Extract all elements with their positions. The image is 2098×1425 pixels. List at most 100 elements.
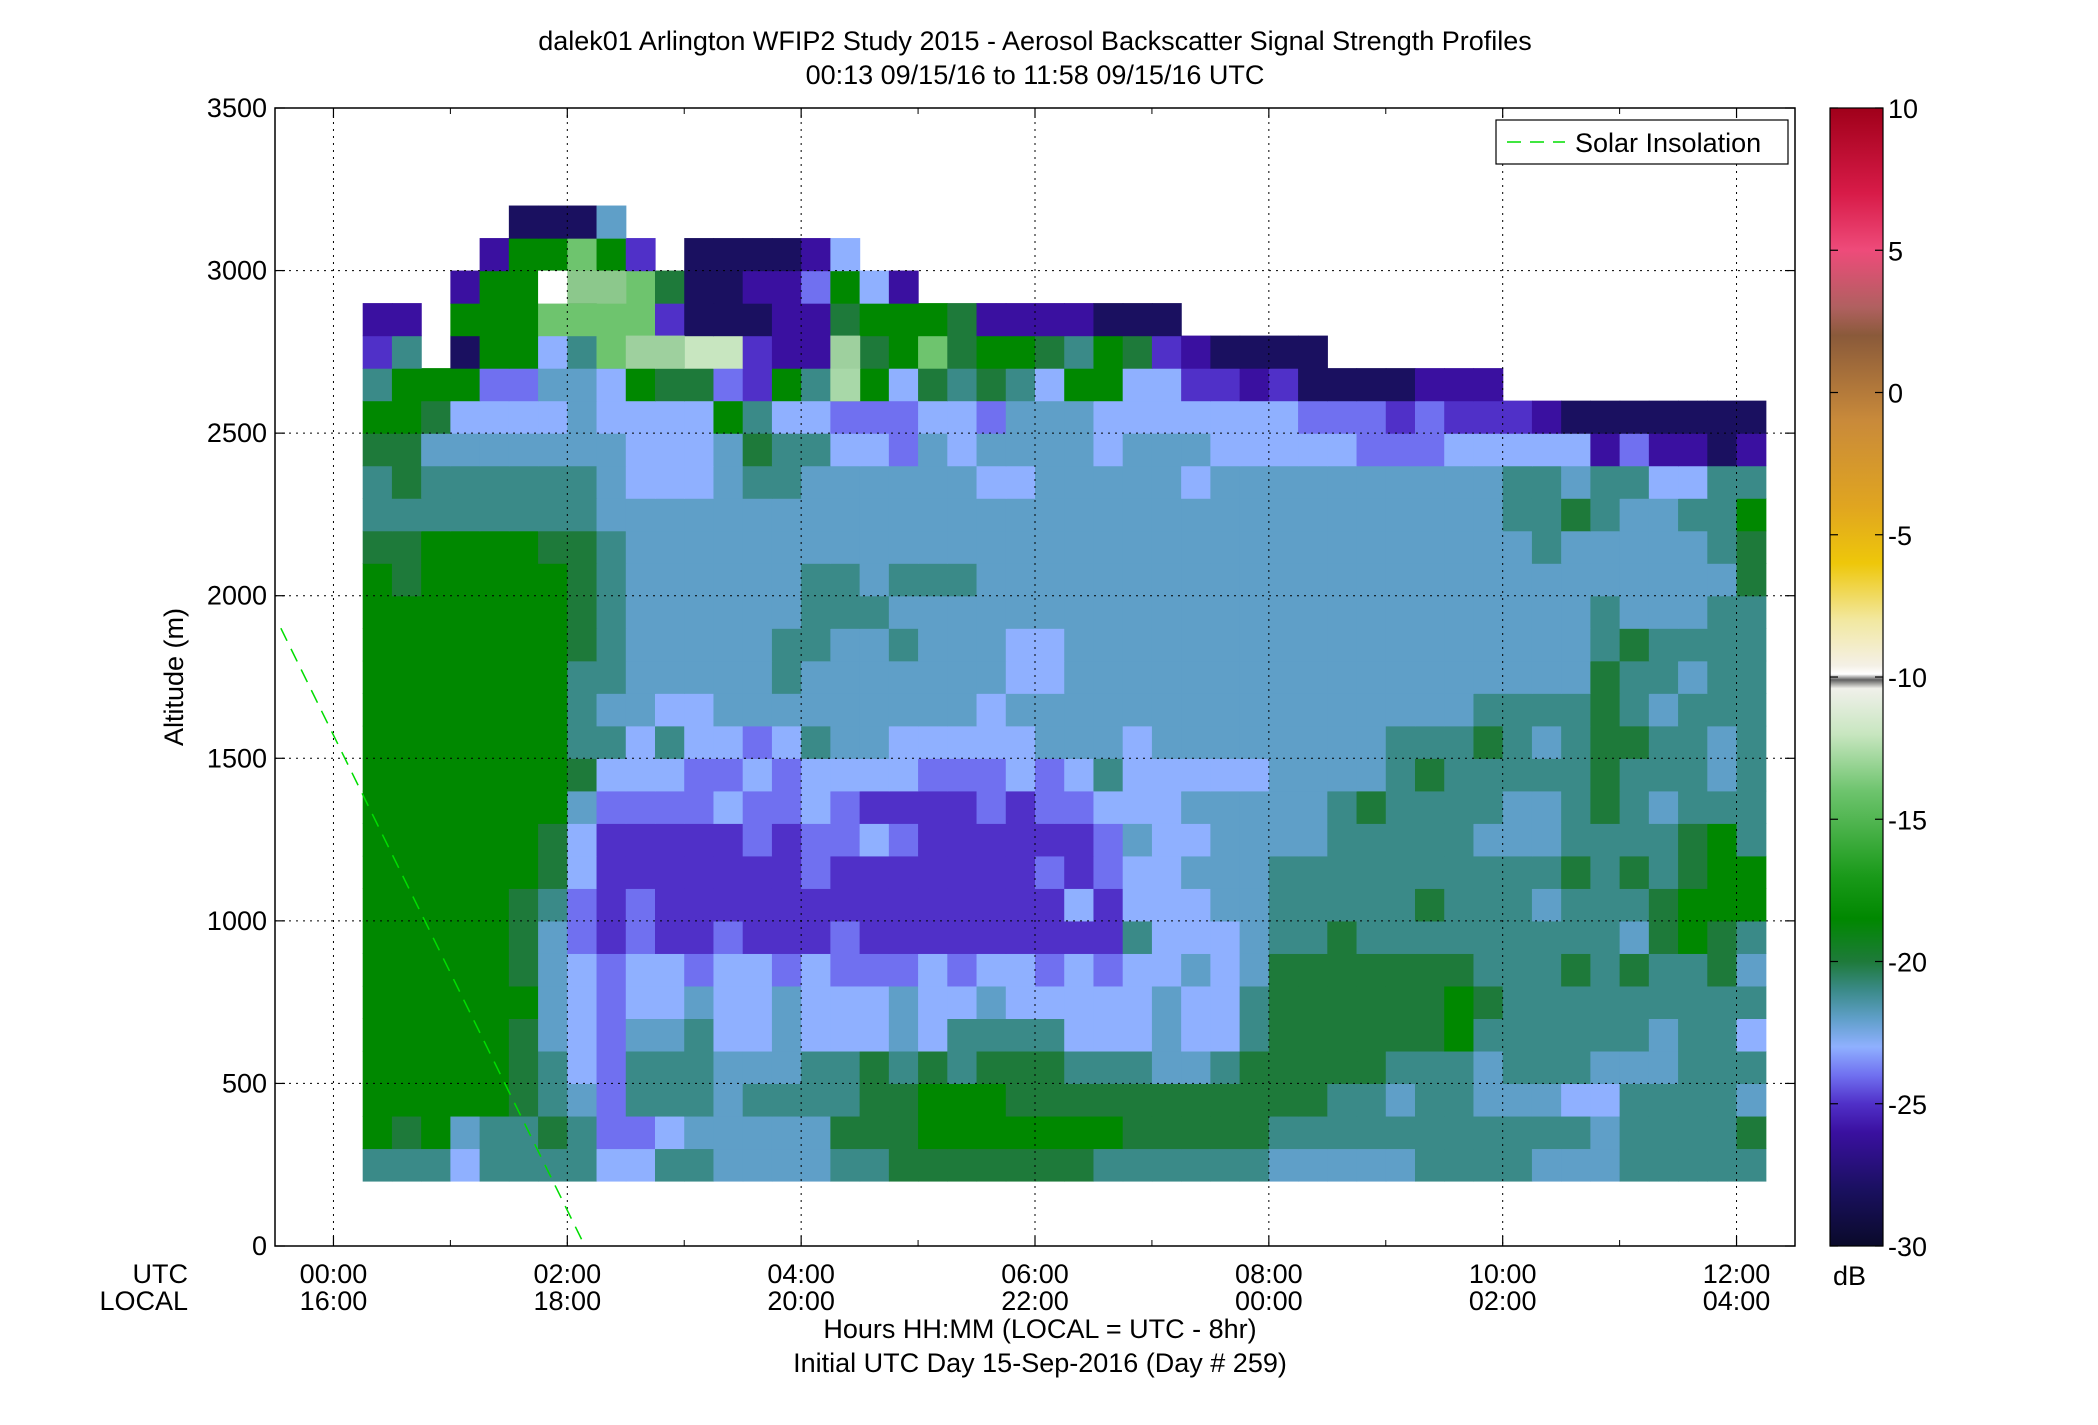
heat-cell xyxy=(508,433,539,467)
heat-cell xyxy=(1707,400,1738,434)
heat-cell xyxy=(1385,660,1416,694)
heat-cell xyxy=(567,530,598,564)
heat-cell xyxy=(1444,953,1475,987)
heat-cell xyxy=(1444,823,1475,857)
heat-cell xyxy=(1005,400,1036,434)
heat-cell xyxy=(713,400,744,434)
heat-cell xyxy=(1239,465,1270,499)
heat-cell xyxy=(859,595,890,629)
heat-cell xyxy=(596,1115,627,1150)
heat-cell xyxy=(771,758,802,792)
heat-cell xyxy=(684,595,715,629)
heat-cell xyxy=(1122,693,1153,727)
heat-cell xyxy=(801,595,831,629)
heat-cell xyxy=(538,920,568,954)
heat-cell xyxy=(1590,920,1621,954)
heat-cell xyxy=(421,660,451,694)
heat-cell xyxy=(1707,1083,1738,1117)
heat-cell xyxy=(655,1115,685,1150)
heat-cell xyxy=(1648,855,1679,889)
heat-cell xyxy=(1327,953,1358,987)
heat-cell xyxy=(947,498,978,532)
heat-cell xyxy=(1268,823,1299,857)
heat-cell xyxy=(1502,433,1533,467)
heat-cell xyxy=(1035,855,1065,889)
heat-cell xyxy=(1005,823,1036,857)
heat-cell xyxy=(1093,400,1124,434)
heat-cell xyxy=(1298,1018,1328,1052)
heat-cell xyxy=(771,563,802,597)
heat-cell xyxy=(1707,498,1738,532)
heat-cell xyxy=(1035,433,1065,467)
heat-cell xyxy=(684,433,715,467)
heat-cell xyxy=(1561,855,1591,889)
heat-cell xyxy=(976,465,1007,499)
heat-cell xyxy=(1531,693,1562,727)
heat-cell xyxy=(684,1083,715,1117)
heat-cell xyxy=(1181,628,1211,662)
heat-cell xyxy=(713,660,744,694)
heat-cell xyxy=(1531,1148,1562,1182)
heat-cell xyxy=(1590,823,1621,857)
heat-cell xyxy=(1561,563,1591,597)
heat-cell xyxy=(508,1050,539,1085)
heat-cell xyxy=(479,693,510,727)
heat-cell xyxy=(1268,563,1299,597)
heat-cell xyxy=(1064,433,1095,467)
heat-cell xyxy=(947,628,978,662)
heat-cell xyxy=(1531,595,1562,629)
heat-cell xyxy=(1268,725,1299,759)
heat-cell xyxy=(976,530,1007,564)
heat-cell xyxy=(508,400,539,434)
heat-cell xyxy=(1210,1018,1241,1052)
heat-cell xyxy=(1736,498,1767,532)
heat-cell xyxy=(1268,1018,1299,1052)
heat-cell xyxy=(1210,400,1241,434)
heat-cell xyxy=(1239,693,1270,727)
heat-cell xyxy=(1210,628,1241,662)
heat-cell xyxy=(391,823,422,857)
heat-cell xyxy=(1239,1018,1270,1052)
heat-cell xyxy=(918,335,948,369)
heat-cell xyxy=(771,628,802,662)
heat-cell xyxy=(1561,693,1591,727)
heat-cell xyxy=(625,823,656,857)
heat-cell xyxy=(1210,1115,1241,1150)
heat-cell xyxy=(1093,1148,1124,1182)
heat-cell xyxy=(1707,758,1738,792)
heat-cell xyxy=(1736,693,1767,727)
heat-cell xyxy=(391,1018,422,1052)
heat-cell xyxy=(1035,953,1065,987)
heat-cell xyxy=(567,628,598,662)
heat-cell xyxy=(538,595,568,629)
heat-cell xyxy=(1619,758,1650,792)
heat-cell xyxy=(655,1083,685,1117)
heat-cell xyxy=(742,628,773,662)
heat-cell xyxy=(1619,1083,1650,1117)
heat-cell xyxy=(1327,1050,1358,1085)
heat-cell xyxy=(830,368,861,402)
heat-cell xyxy=(567,1018,598,1052)
heat-cell xyxy=(1590,530,1621,564)
heat-cell xyxy=(1707,1050,1738,1085)
heat-cell xyxy=(625,1018,656,1052)
heat-cell xyxy=(742,498,773,532)
heat-cell xyxy=(1561,888,1591,922)
heat-cell xyxy=(1356,530,1387,564)
heat-cell xyxy=(801,530,831,564)
heat-cell xyxy=(1502,400,1533,434)
heat-cell xyxy=(1444,888,1475,922)
heat-cell xyxy=(1356,953,1387,987)
heat-cell xyxy=(801,238,831,272)
heat-cell xyxy=(421,758,451,792)
heat-cell xyxy=(713,823,744,857)
heat-cell xyxy=(625,1115,656,1150)
heat-cell xyxy=(1444,1083,1475,1117)
heat-cell xyxy=(362,465,393,499)
heat-cell xyxy=(888,368,919,402)
heat-cell xyxy=(771,303,802,337)
heat-cell xyxy=(1736,920,1767,954)
heat-cell xyxy=(801,368,831,402)
heat-cell xyxy=(1327,465,1358,499)
heat-cell xyxy=(1736,530,1767,564)
